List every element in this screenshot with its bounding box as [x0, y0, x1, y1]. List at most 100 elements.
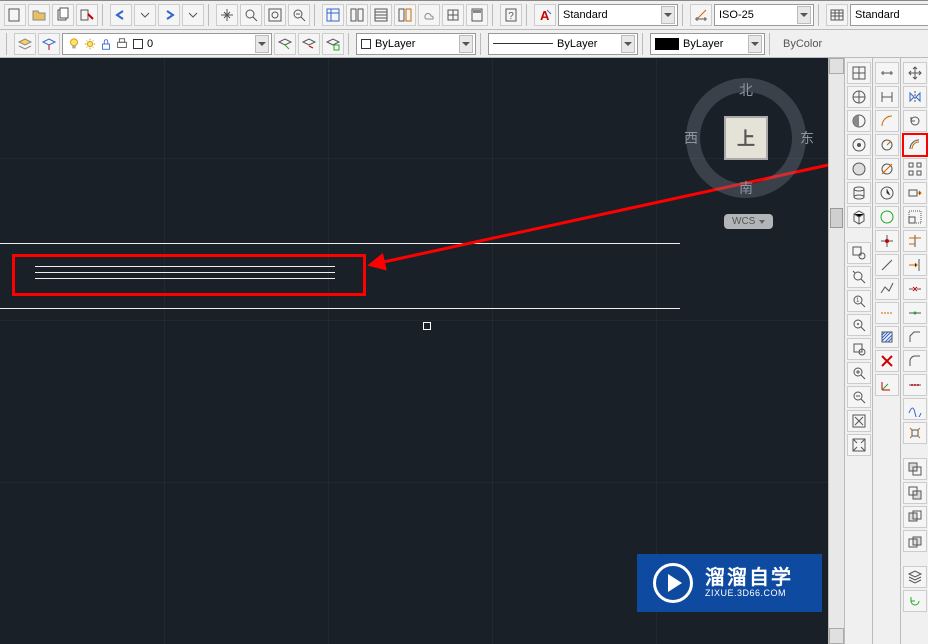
separator: [208, 4, 212, 26]
copy-button[interactable]: [52, 4, 74, 26]
offset-button[interactable]: [903, 134, 927, 156]
dim-button[interactable]: [875, 86, 899, 108]
cylinder-button[interactable]: [847, 182, 871, 204]
tool-palette-button[interactable]: [394, 4, 416, 26]
layer-previous-button[interactable]: [298, 33, 320, 55]
table-style-button[interactable]: [826, 4, 848, 26]
arc-dim-button[interactable]: [875, 110, 899, 132]
order-under-button[interactable]: [903, 530, 927, 552]
refresh-button[interactable]: [903, 590, 927, 612]
scroll-up-button[interactable]: [829, 58, 844, 74]
order-front-button[interactable]: [903, 458, 927, 480]
properties-button[interactable]: [322, 4, 344, 26]
table-style-dropdown[interactable]: Standard: [850, 4, 928, 26]
ucs-button[interactable]: [875, 374, 899, 396]
text-style-dropdown[interactable]: Standard: [558, 4, 678, 26]
spline-button[interactable]: [903, 398, 927, 420]
layer-states-button[interactable]: [322, 33, 344, 55]
layer-dropdown[interactable]: 0: [62, 33, 272, 55]
vertical-scrollbar[interactable]: [828, 58, 844, 644]
layer-make-current-button[interactable]: [274, 33, 296, 55]
circle-button[interactable]: [875, 206, 899, 228]
wcs-badge[interactable]: WCS: [724, 214, 773, 229]
zoom-dynamic-button[interactable]: [847, 266, 871, 288]
cloud-button[interactable]: [418, 4, 440, 26]
fillet-button[interactable]: [903, 350, 927, 372]
sheetset-button[interactable]: [346, 4, 368, 26]
point-button[interactable]: [875, 230, 899, 252]
scale-button[interactable]: [903, 206, 927, 228]
erase-button[interactable]: [875, 350, 899, 372]
viewport-button[interactable]: [847, 62, 871, 84]
zoom-button[interactable]: [240, 4, 262, 26]
layer-tool-button[interactable]: [903, 566, 927, 588]
mirror-button[interactable]: [903, 86, 927, 108]
zoom-extents-button[interactable]: [847, 434, 871, 456]
zoom-center-button[interactable]: [847, 314, 871, 336]
trim-button[interactable]: [903, 230, 927, 252]
zoom-in-button[interactable]: [847, 362, 871, 384]
zoom-scale-button[interactable]: 1: [847, 290, 871, 312]
extend-button[interactable]: [903, 254, 927, 276]
undo-dropdown-button[interactable]: [134, 4, 156, 26]
layer-state-button[interactable]: [38, 33, 60, 55]
calc-button[interactable]: [466, 4, 488, 26]
viewcube-face[interactable]: 上: [724, 116, 768, 160]
dim-style-dropdown[interactable]: ISO-25: [714, 4, 814, 26]
redo-button[interactable]: [158, 4, 180, 26]
drawing-canvas[interactable]: 上 北 南 西 东 WCS 溜溜自学 ZIXUE.3D66.COM: [0, 58, 828, 644]
radius-button[interactable]: [875, 134, 899, 156]
zoom-out-button[interactable]: [847, 386, 871, 408]
scroll-down-button[interactable]: [829, 628, 844, 644]
pline-button[interactable]: [875, 278, 899, 300]
line-button[interactable]: [875, 254, 899, 276]
shade-button[interactable]: [847, 110, 871, 132]
open-button[interactable]: [28, 4, 50, 26]
zoom-all-button[interactable]: [847, 410, 871, 432]
viewcube-west[interactable]: 西: [684, 128, 698, 148]
zoom-object-button[interactable]: [847, 338, 871, 360]
design-button[interactable]: [442, 4, 464, 26]
viewcube-south[interactable]: 南: [739, 178, 753, 198]
chamfer-button[interactable]: [903, 326, 927, 348]
undo-button[interactable]: [110, 4, 132, 26]
lineweight-dropdown[interactable]: ByLayer: [650, 33, 765, 55]
diameter-button[interactable]: [875, 158, 899, 180]
viewcube-north[interactable]: 北: [739, 80, 753, 100]
qnew-button[interactable]: [4, 4, 26, 26]
layer-button[interactable]: [370, 4, 392, 26]
render-button[interactable]: [847, 134, 871, 156]
dist-button[interactable]: [875, 62, 899, 84]
viewcube[interactable]: 上 北 南 西 东: [676, 68, 816, 208]
array-button[interactable]: [903, 158, 927, 180]
divide-button[interactable]: [903, 374, 927, 396]
zoom-window-button[interactable]: [264, 4, 286, 26]
scroll-thumb[interactable]: [830, 208, 843, 228]
move-button[interactable]: [903, 62, 927, 84]
linetype-dropdown[interactable]: ByLayer: [488, 33, 638, 55]
clock-button[interactable]: [875, 182, 899, 204]
order-above-button[interactable]: [903, 506, 927, 528]
explode-button[interactable]: [903, 422, 927, 444]
zoom-window-button[interactable]: [847, 242, 871, 264]
paste-button[interactable]: [76, 4, 98, 26]
rotate-button[interactable]: [903, 110, 927, 132]
stretch-button[interactable]: [903, 182, 927, 204]
construction-line-button[interactable]: [875, 302, 899, 324]
sphere-button[interactable]: [847, 158, 871, 180]
text-style-button[interactable]: A: [534, 4, 556, 26]
zoom-prev-button[interactable]: [288, 4, 310, 26]
box-button[interactable]: [847, 206, 871, 228]
color-dropdown[interactable]: ByLayer: [356, 33, 476, 55]
redo-dropdown-button[interactable]: [182, 4, 204, 26]
viewcube-east[interactable]: 东: [800, 128, 814, 148]
join-button[interactable]: [903, 302, 927, 324]
pan-button[interactable]: [216, 4, 238, 26]
break-button[interactable]: [903, 278, 927, 300]
wireframe-button[interactable]: [847, 86, 871, 108]
layer-manager-button[interactable]: [14, 33, 36, 55]
help-button[interactable]: ?: [500, 4, 522, 26]
hatch-button[interactable]: [875, 326, 899, 348]
dim-style-button[interactable]: [690, 4, 712, 26]
order-back-button[interactable]: [903, 482, 927, 504]
